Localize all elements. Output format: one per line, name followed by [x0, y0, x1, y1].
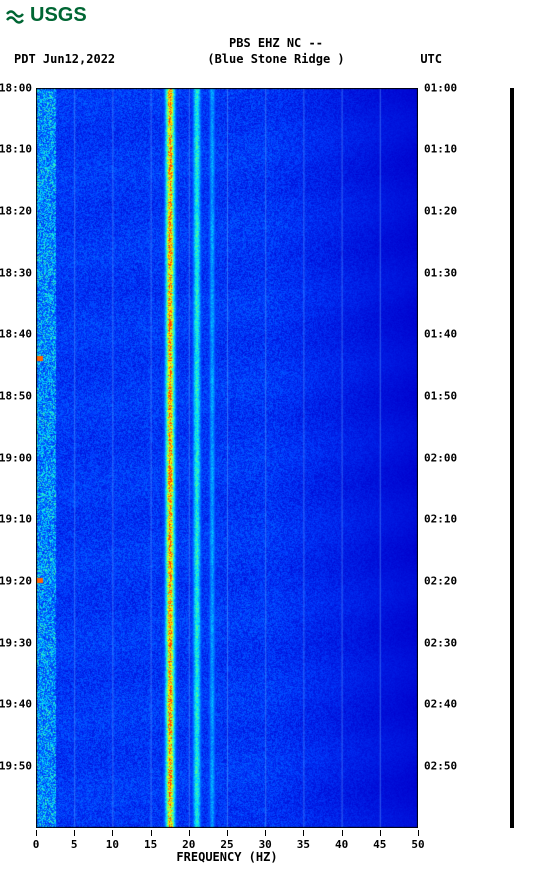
x-tickmark [151, 830, 152, 836]
x-tickmark [303, 830, 304, 836]
utc-tick: 02:50 [424, 759, 457, 772]
date-label: PDT Jun12,2022 [14, 52, 115, 66]
x-tickmark [189, 830, 190, 836]
pdt-tick: 19:20 [0, 574, 32, 587]
x-tickmark [227, 830, 228, 836]
x-tickmark [112, 830, 113, 836]
utc-tick: 01:30 [424, 267, 457, 280]
x-axis-title: FREQUENCY (HZ) [36, 850, 418, 864]
utc-tick: 02:10 [424, 513, 457, 526]
pdt-tick: 19:30 [0, 637, 32, 650]
utc-tick: 01:40 [424, 328, 457, 341]
x-tickmark [380, 830, 381, 836]
pdt-tick: 18:30 [0, 267, 32, 280]
utc-tick: 02:40 [424, 698, 457, 711]
utc-tick: 02:00 [424, 452, 457, 465]
spectrogram-canvas [36, 88, 418, 828]
utc-tick: 01:00 [424, 82, 457, 95]
colorbar-line [510, 88, 514, 828]
utc-tick: 01:10 [424, 143, 457, 156]
pdt-time-axis: 18:0018:1018:2018:3018:4018:5019:0019:10… [0, 88, 34, 828]
pdt-tick: 18:50 [0, 389, 32, 402]
x-tickmark [36, 830, 37, 836]
utc-tick: 02:20 [424, 574, 457, 587]
pdt-tick: 19:40 [0, 698, 32, 711]
station-code: PBS EHZ NC -- [0, 36, 552, 50]
usgs-wave-icon [6, 6, 28, 26]
chart-header: PBS EHZ NC -- PDT Jun12,2022 (Blue Stone… [0, 36, 552, 66]
pdt-tick: 18:00 [0, 82, 32, 95]
x-tickmark [418, 830, 419, 836]
pdt-tick: 18:40 [0, 328, 32, 341]
usgs-logo: USGS [6, 4, 87, 27]
pdt-tick: 19:00 [0, 452, 32, 465]
x-tickmark [265, 830, 266, 836]
usgs-logo-text: USGS [30, 4, 87, 27]
utc-time-axis: 01:0001:1001:2001:3001:4001:5002:0002:10… [420, 88, 466, 828]
pdt-tick: 18:20 [0, 204, 32, 217]
pdt-tick: 19:50 [0, 759, 32, 772]
pdt-tick: 19:10 [0, 513, 32, 526]
pdt-tick: 18:10 [0, 143, 32, 156]
utc-label: UTC [420, 52, 442, 66]
x-tickmark [74, 830, 75, 836]
utc-tick: 01:20 [424, 204, 457, 217]
x-tickmark [342, 830, 343, 836]
utc-tick: 02:30 [424, 637, 457, 650]
utc-tick: 01:50 [424, 389, 457, 402]
spectrogram-plot [36, 88, 418, 828]
